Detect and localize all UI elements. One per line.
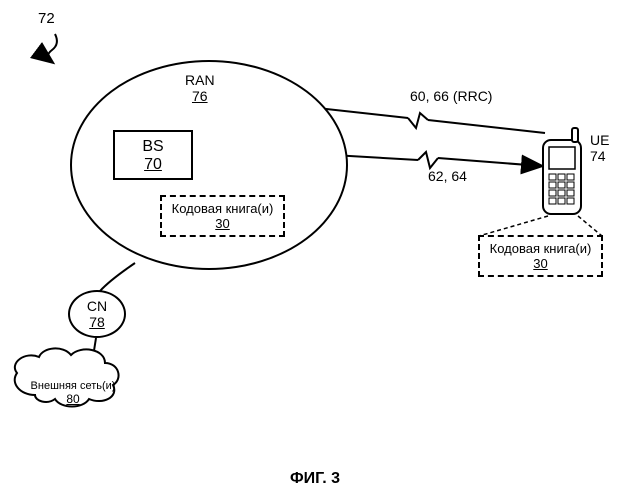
diagram-canvas: ... 72 RAN 76 BS 70 xyxy=(0,0,644,500)
bs-num: 70 xyxy=(144,156,162,173)
cn-title: CN xyxy=(87,298,107,314)
cn-ellipse: CN 78 xyxy=(68,290,126,338)
codebook-ue-text: Кодовая книга(и) xyxy=(490,241,592,256)
bs-box: BS 70 xyxy=(113,130,193,180)
codebook-bs-text: Кодовая книга(и) xyxy=(172,201,274,216)
network-ref-num: 72 xyxy=(38,10,55,27)
rrc-label: 60, 66 (RRC) xyxy=(410,88,492,104)
figure-caption: ФИГ. 3 xyxy=(290,470,340,488)
codebook-ue-box: Кодовая книга(и) 30 xyxy=(478,235,603,277)
codebook-bs-box: Кодовая книга(и) 30 xyxy=(160,195,285,237)
extnet-text: Внешняя сеть(и) xyxy=(31,380,116,392)
cn-num: 78 xyxy=(89,314,105,330)
ue-title: UE xyxy=(590,132,609,148)
bs-title: BS xyxy=(142,138,163,155)
codebook-ue-num: 30 xyxy=(533,256,547,271)
ran-title: RAN xyxy=(185,72,215,88)
ue-num: 74 xyxy=(590,148,606,164)
ran-num: 76 xyxy=(192,88,208,104)
extnet-cloud: Внешняя сеть(и) 80 xyxy=(15,378,131,406)
ran-label: RAN 76 xyxy=(185,72,215,104)
downlink-label: 62, 64 xyxy=(428,168,467,184)
ue-label: UE 74 xyxy=(590,132,609,164)
extnet-num: 80 xyxy=(66,392,79,406)
codebook-bs-num: 30 xyxy=(215,216,229,231)
